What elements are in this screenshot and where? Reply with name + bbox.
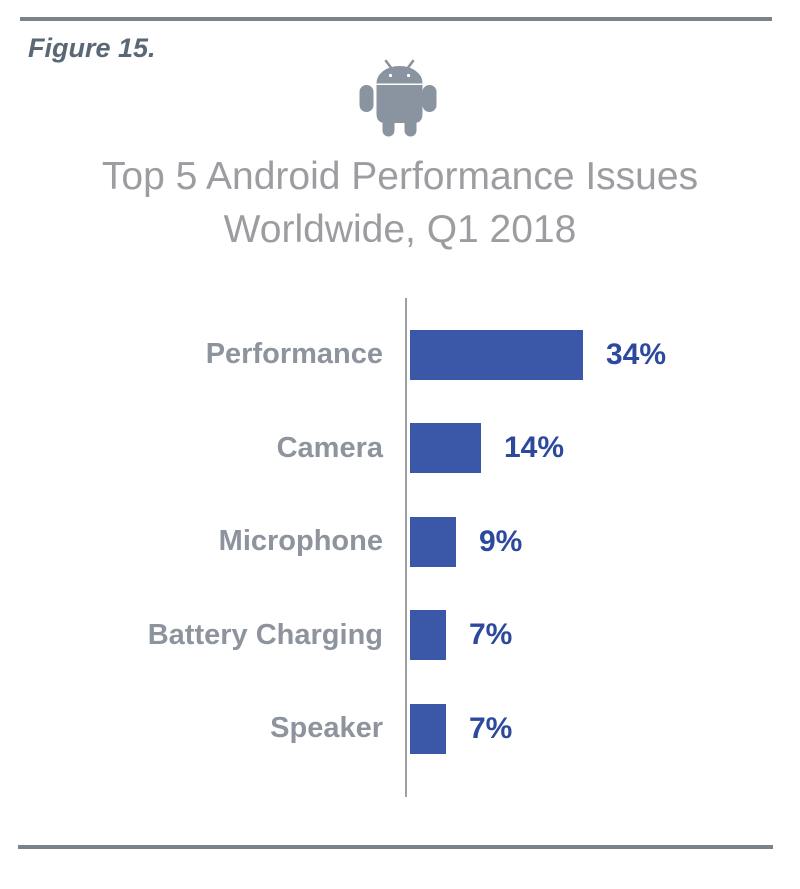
bar-zone: 14% <box>410 423 565 474</box>
category-label: Performance <box>205 338 383 371</box>
figure-label: Figure 15. <box>28 33 156 63</box>
bottom-divider <box>18 845 773 849</box>
bar-zone: 7% <box>410 610 513 661</box>
bar-zone: 7% <box>410 703 513 754</box>
category-label: Camera <box>276 431 383 464</box>
bar-performance <box>410 329 583 380</box>
bar-chart: Performance 34% Camera 14% Microphone 9% <box>0 298 800 797</box>
bar-row-camera: Camera 14% <box>0 402 800 496</box>
bar-microphone <box>410 516 456 567</box>
bar-row-speaker: Speaker 7% <box>0 682 800 776</box>
value-label: 34% <box>606 337 667 371</box>
category-label: Speaker <box>270 712 383 745</box>
bar-camera <box>410 423 481 474</box>
y-axis-line <box>405 298 407 797</box>
bar-speaker <box>410 703 446 754</box>
category-label: Battery Charging <box>147 618 383 651</box>
bar-battery-charging <box>410 610 446 661</box>
value-label: 7% <box>469 618 513 652</box>
bar-zone: 34% <box>410 329 667 380</box>
chart-title-line-2: Worldwide, Q1 2018 <box>223 208 577 251</box>
android-robot-icon <box>358 58 438 138</box>
value-label: 9% <box>479 524 523 558</box>
chart-title-line-1: Top 5 Android Performance Issues <box>101 155 699 198</box>
chart-title: Top 5 Android Performance Issues Worldwi… <box>0 150 800 256</box>
bar-row-microphone: Microphone 9% <box>0 495 800 589</box>
top-divider <box>20 17 772 21</box>
bar-zone: 9% <box>410 516 523 567</box>
value-label: 7% <box>469 711 513 745</box>
category-label: Microphone <box>218 525 383 558</box>
bar-row-performance: Performance 34% <box>0 308 800 402</box>
bar-row-battery-charging: Battery Charging 7% <box>0 589 800 683</box>
value-label: 14% <box>504 431 565 465</box>
bar-rows: Performance 34% Camera 14% Microphone 9% <box>0 308 800 776</box>
